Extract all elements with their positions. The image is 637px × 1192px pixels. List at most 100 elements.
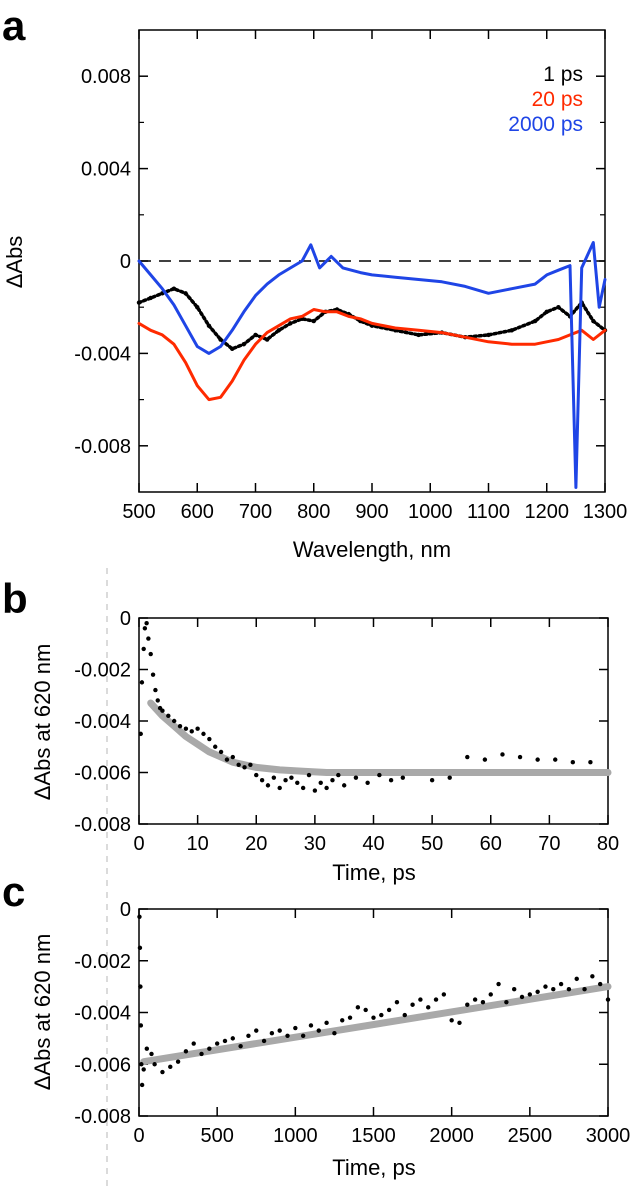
data-point [519,994,525,1000]
data-point [206,323,212,328]
data-point [283,778,288,783]
data-point [136,300,142,305]
data-point [207,736,212,742]
data-point [141,1067,146,1072]
data-point [544,309,549,315]
data-point [285,1033,290,1038]
legend-entry-20ps: 20 ps [532,88,583,111]
x-tick-label: 600 [181,501,214,523]
data-point [394,999,400,1005]
data-point [213,744,218,749]
y-tick-label: -0.004 [74,343,131,365]
data-point [183,1049,189,1054]
data-point [242,765,247,770]
data-point [527,992,533,997]
data-point [160,708,165,713]
data-point [271,775,277,780]
data-point [189,729,194,734]
data-point [150,672,156,677]
data-point [146,636,151,641]
y-tick-label: 0.008 [81,66,131,88]
data-point [152,1062,157,1067]
data-point [230,346,235,351]
panel-b-frame [138,617,609,825]
data-point [590,974,595,979]
data-point [214,1041,220,1046]
data-point [155,698,160,703]
panel-c-letter: c [2,868,25,915]
data-point [535,757,540,762]
data-point [199,1051,204,1057]
data-point [486,332,491,338]
x-tick-label: 1100 [467,501,510,523]
series-line [137,241,607,489]
x-tick-label: 60 [480,833,502,855]
data-point [330,778,335,783]
data-point [316,1028,321,1033]
data-point [465,1002,470,1007]
x-tick-label: 1300 [583,501,628,523]
data-point [377,772,382,778]
y-tick-label: -0.008 [74,1106,131,1128]
data-point [166,713,171,719]
fit-line [147,699,612,776]
x-tick-label: 30 [304,833,326,855]
data-point [433,997,439,1002]
data-point [591,318,596,324]
data-point [265,783,271,788]
data-point [482,757,488,762]
data-point [264,337,270,342]
data-point [175,1059,181,1064]
data-point [318,780,323,785]
data-point [142,626,148,631]
x-tick-label: 2500 [508,1125,553,1147]
x-tick-label: 3000 [586,1125,631,1147]
x-tick-label: 700 [239,501,272,523]
data-point [238,1043,243,1049]
series-line [137,308,607,402]
x-tick-label: 800 [297,501,330,523]
data-point [449,1018,454,1023]
data-point [324,785,329,791]
x-tick-label: 1500 [351,1125,396,1147]
data-point [306,772,312,778]
data-point [183,291,188,296]
data-point [336,772,341,778]
x-tick-label: 1000 [408,501,453,523]
y-tick-label: 0 [120,899,131,921]
data-point [149,1051,154,1057]
data-point [254,772,259,778]
x-tick-label: 50 [421,833,443,855]
data-point [148,651,153,657]
data-point [365,780,370,785]
data-point [388,778,394,783]
data-point [160,1069,165,1075]
y-tick-label: -0.008 [74,814,131,836]
data-point [558,981,564,987]
panel-c-xlabel: Time, ps [332,1155,416,1180]
data-point [363,1007,368,1013]
y-tick-label: -0.002 [74,951,131,973]
fit-line [140,983,612,1066]
data-point [288,321,293,326]
panel-a: a 0.008 0.004 0 -0.004 -0.008 500 600 700 800 90… [2,2,627,562]
data-point [332,1031,337,1036]
data-point [429,778,435,783]
data-point [195,726,200,731]
data-point [241,341,247,347]
data-point [465,754,470,760]
data-point [222,1038,228,1044]
data-point [277,785,282,791]
data-point [295,780,300,785]
data-point [218,337,223,342]
data-point [509,328,514,333]
data-point [371,1015,376,1020]
data-point [566,987,572,992]
data-point [556,305,561,310]
panel-b: b 0 -0.002 -0.004 -0.006 -0.008 0 10 20 30 40 50 6… [2,575,619,885]
data-point [457,1020,462,1026]
data-point [137,945,143,951]
x-tick-label: 900 [355,501,388,523]
data-point [324,1020,329,1026]
